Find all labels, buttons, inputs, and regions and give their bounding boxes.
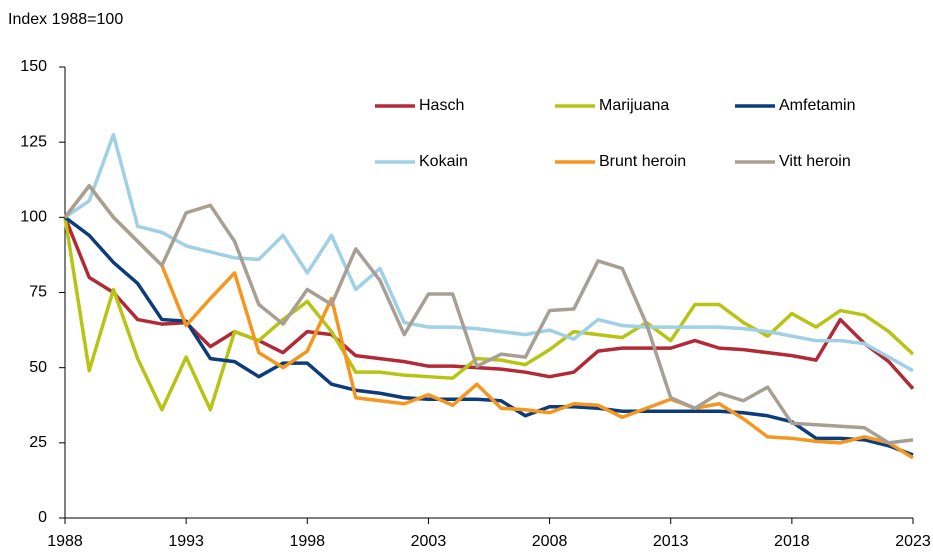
y-tick-label: 0 <box>38 509 47 526</box>
y-tick-label: 75 <box>29 284 47 301</box>
y-tick-label: 150 <box>20 58 47 75</box>
legend-label: Amfetamin <box>779 97 855 114</box>
legend-label: Hasch <box>419 97 464 114</box>
x-tick-label: 1993 <box>168 533 204 550</box>
series-line <box>63 216 915 390</box>
y-tick-label: 100 <box>20 209 47 226</box>
x-tick-label: 2008 <box>532 533 568 550</box>
series-line <box>63 184 914 460</box>
legend-label: Vitt heroin <box>779 153 851 170</box>
series-line <box>63 215 914 457</box>
y-tick-label: 125 <box>20 133 47 150</box>
legend-label: Brunt heroin <box>599 153 686 170</box>
x-tick-label: 2018 <box>774 533 810 550</box>
x-tick-label: 2023 <box>895 533 931 550</box>
y-tick-label: 25 <box>29 434 47 451</box>
legend-label: Kokain <box>419 153 468 170</box>
legend-label: Marijuana <box>599 97 669 114</box>
x-tick-label: 1988 <box>47 533 83 550</box>
x-tick-label: 2013 <box>653 533 689 550</box>
y-tick-label: 50 <box>29 359 47 376</box>
x-tick-label: 2003 <box>411 533 447 550</box>
y-axis-label: Index 1988=100 <box>8 11 123 28</box>
x-tick-label: 1998 <box>289 533 325 550</box>
series-line <box>64 132 914 373</box>
series-line <box>63 184 914 445</box>
